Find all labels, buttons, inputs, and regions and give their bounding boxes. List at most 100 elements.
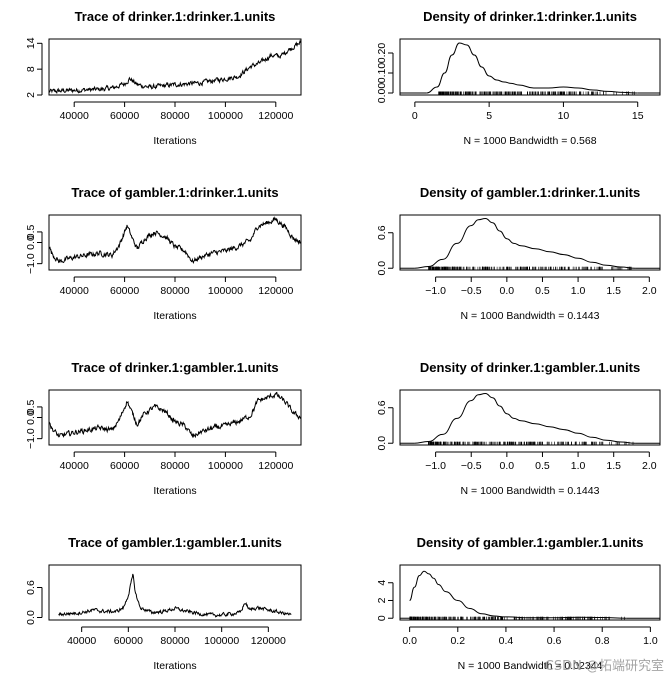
y-tick-label: 8: [25, 66, 37, 72]
density-3-panel: Density of drinker.1:gambler.1.units −1.0…: [376, 360, 661, 497]
trace-line: [58, 573, 292, 618]
x-tick-label: 1.0: [643, 635, 658, 647]
rug-marks: [409, 616, 625, 620]
y-tick-label: 2: [25, 92, 37, 98]
density-curve: [426, 42, 638, 94]
y-tick-label: 0.0: [25, 610, 37, 625]
trace-line: [48, 39, 302, 95]
x-tick-label: 120000: [258, 285, 293, 297]
x-axis-label: N = 1000 Bandwidth = 0.1443: [461, 485, 600, 497]
x-tick-label: 120000: [258, 110, 293, 122]
trace-4-panel: Trace of gambler.1:gambler.1.units 40000 6…: [25, 535, 302, 672]
x-tick-label: 10: [558, 110, 570, 122]
trace-line: [48, 391, 302, 439]
plot-frame: [48, 38, 302, 96]
x-tick-label: 15: [632, 110, 644, 122]
density-curve: [414, 392, 636, 444]
x-tick-label: 0.5: [535, 460, 550, 472]
plot-frame: [399, 214, 661, 271]
x-tick-label: 80000: [160, 460, 189, 472]
x-tick-label: 2.0: [642, 285, 657, 297]
x-tick-label: 120000: [258, 460, 293, 472]
x-axis-label: N = 1000 Bandwidth = 0.568: [463, 135, 596, 147]
y-tick-label: 14: [25, 37, 37, 49]
x-tick-label: −0.5: [461, 460, 482, 472]
trace-3-panel: Trace of drinker.1:gambler.1.units 40000 6…: [25, 360, 302, 497]
watermark-text: CSDN @拓端研究室: [545, 658, 664, 674]
trace-2-panel: Trace of gambler.1:drinker.1.units 40000 6…: [25, 185, 302, 322]
x-tick-label: 40000: [60, 285, 89, 297]
density-1-panel: Density of drinker.1:drinker.1.units 0 5 10…: [376, 9, 661, 147]
x-tick-label: 0.8: [595, 635, 610, 647]
y-tick-label: 0.6: [376, 225, 388, 240]
rug-marks: [428, 441, 634, 445]
density-curve: [414, 217, 636, 269]
y-tick-label: 0: [376, 615, 388, 621]
y-tick-label: 0.0: [25, 235, 37, 250]
x-axis-label: N = 1000 Bandwidth = 0.02344: [458, 660, 603, 672]
panel-title: Trace of drinker.1:gambler.1.units: [71, 360, 278, 375]
x-tick-label: 100000: [208, 285, 243, 297]
x-tick-label: −1.0: [425, 285, 446, 297]
x-tick-label: 60000: [110, 460, 139, 472]
x-tick-label: 100000: [204, 635, 239, 647]
x-tick-label: 0.5: [535, 285, 550, 297]
x-tick-label: 40000: [67, 635, 96, 647]
x-tick-label: 100000: [208, 460, 243, 472]
x-tick-label: 60000: [110, 285, 139, 297]
x-tick-label: 0: [412, 110, 418, 122]
x-tick-label: 40000: [60, 460, 89, 472]
x-tick-label: 0.6: [547, 635, 562, 647]
panel-title: Trace of gambler.1:gambler.1.units: [68, 535, 282, 550]
x-axis-label: N = 1000 Bandwidth = 0.1443: [461, 310, 600, 322]
x-axis-label: Iterations: [153, 485, 196, 497]
x-tick-label: 0.2: [450, 635, 465, 647]
y-tick-label: −1.0: [25, 253, 37, 274]
panel-title: Trace of drinker.1:drinker.1.units: [75, 9, 276, 24]
density-2-panel: Density of gambler.1:drinker.1.units −1.0…: [376, 185, 661, 322]
panel-title: Density of drinker.1:gambler.1.units: [420, 360, 640, 375]
y-tick-label: 0.5: [25, 399, 37, 414]
x-tick-label: −1.0: [425, 460, 446, 472]
x-tick-label: 120000: [251, 635, 286, 647]
plot-frame: [399, 38, 661, 96]
rug-marks: [438, 91, 635, 95]
x-tick-label: 1.0: [571, 285, 586, 297]
y-tick-label: 0.6: [376, 400, 388, 415]
panel-title: Density of drinker.1:drinker.1.units: [423, 9, 637, 24]
panel-title: Density of gambler.1:drinker.1.units: [420, 185, 640, 200]
y-tick-label: −1.0: [25, 428, 37, 449]
density-curve: [409, 570, 627, 619]
x-tick-label: 0.0: [500, 460, 515, 472]
y-tick-label: 0.0: [376, 261, 388, 276]
x-axis-label: Iterations: [153, 135, 196, 147]
plot-frame: [399, 564, 661, 621]
trace-line: [48, 216, 302, 265]
x-tick-label: 1.5: [606, 285, 621, 297]
x-tick-label: 0.0: [500, 285, 515, 297]
y-tick-label: 0.5: [25, 224, 37, 239]
y-tick-label: 0.0: [376, 436, 388, 451]
panel-title: Density of gambler.1:gambler.1.units: [417, 535, 644, 550]
x-tick-label: 60000: [114, 635, 143, 647]
x-tick-label: 80000: [160, 285, 189, 297]
y-tick-label: 2: [376, 597, 388, 603]
x-tick-label: −0.5: [461, 285, 482, 297]
plot-frame: [48, 389, 302, 446]
y-tick-label: 4: [376, 580, 388, 586]
trace-1-panel: Trace of drinker.1:drinker.1.units 40000 6…: [25, 9, 302, 147]
x-axis-label: Iterations: [153, 310, 196, 322]
plot-frame: [399, 389, 661, 446]
plot-frame: [48, 564, 302, 621]
y-tick-label: 0.0: [25, 410, 37, 425]
x-axis-label: Iterations: [153, 660, 196, 672]
density-4-panel: Density of gambler.1:gambler.1.units 0.0 0…: [376, 535, 661, 672]
x-tick-label: 1.0: [571, 460, 586, 472]
x-tick-label: 2.0: [642, 460, 657, 472]
x-tick-label: 80000: [160, 110, 189, 122]
x-tick-label: 1.5: [606, 460, 621, 472]
y-tick-label: 0.6: [25, 580, 37, 595]
x-tick-label: 5: [486, 110, 492, 122]
x-tick-label: 40000: [60, 110, 89, 122]
